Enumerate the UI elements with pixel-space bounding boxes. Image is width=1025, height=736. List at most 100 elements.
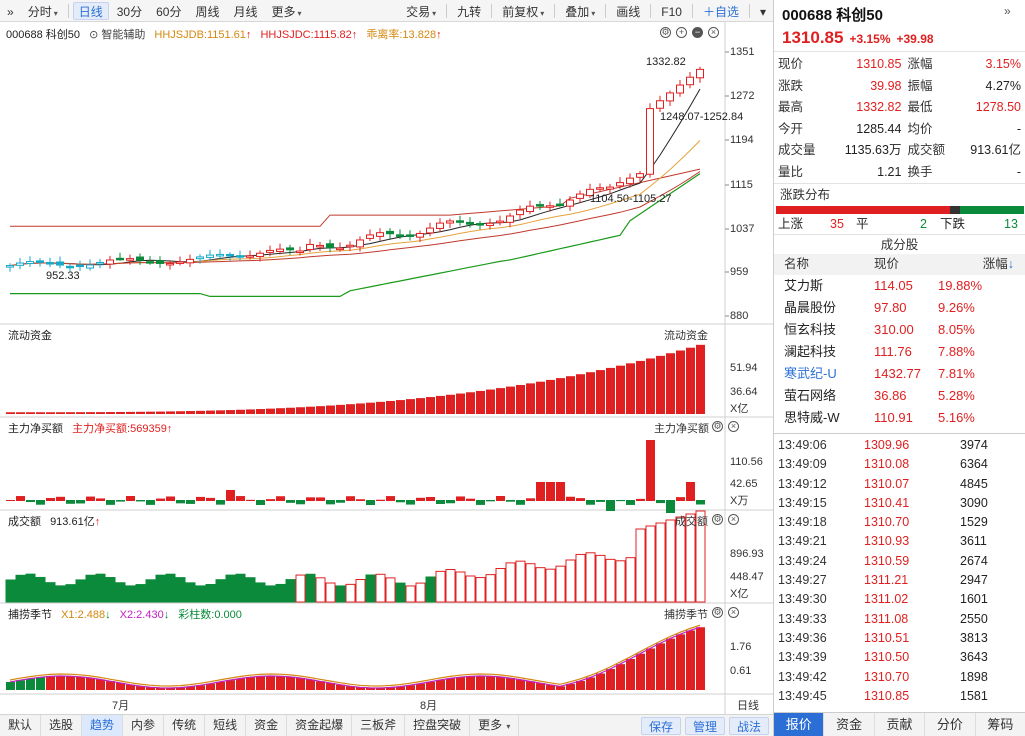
add-icon[interactable]: +	[676, 27, 687, 38]
flow-bar	[506, 386, 515, 414]
candle-body	[6, 265, 14, 268]
chevron-down-icon: ▾	[297, 8, 302, 18]
vol-panel-indicator: 913.61亿	[50, 516, 95, 528]
close-icon[interactable]: ×	[728, 514, 739, 525]
tool-button-5[interactable]: F10	[655, 2, 688, 20]
col-name[interactable]: 名称	[784, 257, 810, 271]
flow-bar	[176, 411, 185, 414]
flow-bar	[356, 403, 365, 414]
volume-bar	[395, 582, 406, 603]
constituent-row[interactable]: 萤石网络 36.86 5.28%	[774, 385, 1025, 407]
close-icon[interactable]: ×	[728, 607, 739, 618]
period-tab-0[interactable]: 分时 ▾	[22, 2, 64, 20]
period-tab-5[interactable]: 月线	[227, 2, 263, 20]
flow-bar	[16, 412, 25, 414]
toolbar-more-caret[interactable]: ▾	[759, 4, 766, 19]
indicator-tab-2[interactable]: 趋势	[82, 715, 124, 736]
volume-bar	[505, 562, 516, 603]
col-price[interactable]: 现价	[874, 257, 900, 271]
stat-row: 最高 1332.82 最低 1278.50	[778, 97, 1021, 119]
close-icon[interactable]: ×	[728, 421, 739, 432]
main-net-bar	[576, 498, 585, 501]
period-tab-1[interactable]: 日线	[72, 1, 109, 20]
constituent-row[interactable]: 晶晨股份 97.80 9.26%	[774, 297, 1025, 319]
indicator-tab-7[interactable]: 资金起爆	[287, 715, 353, 736]
constituent-row[interactable]: 澜起科技 111.76 7.88%	[774, 341, 1025, 363]
flow-bar	[516, 385, 525, 414]
tool-button-6[interactable]: ＋自选	[697, 2, 745, 20]
flow-bar	[276, 408, 285, 414]
minus-icon[interactable]: −	[692, 27, 703, 38]
season-bar	[236, 678, 245, 690]
flow-bar	[656, 355, 665, 414]
kline-price-tick: 959	[730, 266, 749, 278]
close-icon[interactable]: ×	[708, 27, 719, 38]
sort-down-icon: ↓	[1007, 257, 1014, 271]
main-net-bar	[286, 500, 295, 503]
col-pct[interactable]: 涨幅↓	[982, 257, 1014, 271]
period-tab-4[interactable]: 周线	[189, 2, 225, 20]
constituent-row[interactable]: 寒武纪-U 1432.77 7.81%	[774, 363, 1025, 385]
main-net-bar	[36, 500, 45, 505]
tick-volume: 3643	[960, 650, 988, 665]
period-tab-6[interactable]: 更多 ▾	[265, 2, 307, 20]
settings-icon[interactable]: ⚙	[712, 514, 723, 525]
indicator-tab-9[interactable]: 控盘突破	[405, 715, 471, 736]
main-net-bar	[426, 496, 435, 501]
save-button[interactable]: 保存	[640, 716, 681, 735]
side-tab-3[interactable]: 分价	[925, 713, 976, 736]
x-axis-period[interactable]: 日线	[737, 700, 759, 712]
settings-icon[interactable]: ⚙	[712, 607, 723, 618]
flow-bar	[586, 372, 595, 414]
flow-bar	[236, 409, 245, 414]
side-tab-2[interactable]: 贡献	[875, 713, 926, 736]
indicator-tab-10[interactable]: 更多 ▾	[470, 715, 520, 736]
constituent-row[interactable]: 恒玄科技 310.00 8.05%	[774, 319, 1025, 341]
tool-button-2[interactable]: 前复权 ▾	[496, 2, 550, 20]
settings-icon[interactable]: ⚙	[660, 27, 671, 38]
tool-button-label: 前复权	[502, 4, 539, 19]
tool-button-4[interactable]: 画线	[610, 2, 646, 20]
side-tab-0[interactable]: 报价	[774, 713, 825, 736]
tick-price: 1310.51	[864, 630, 910, 645]
indicator-tab-1[interactable]: 选股	[41, 715, 83, 736]
main-net-bar	[636, 498, 645, 501]
indicator-tab-4[interactable]: 传统	[164, 715, 206, 736]
annot-range2: 1104.50-1105.27	[590, 193, 672, 205]
collapse-right-icon[interactable]: »	[1004, 4, 1011, 18]
period-tab-3[interactable]: 60分	[150, 2, 187, 20]
vol-panel-title: 成交额	[8, 516, 41, 528]
candle-body	[426, 227, 434, 234]
settings-icon[interactable]: ⚙	[712, 421, 723, 432]
constituent-row[interactable]: 思特威-W 110.91 5.16%	[774, 407, 1025, 429]
manage-button[interactable]: 管理	[684, 716, 725, 735]
flow-bar	[636, 360, 645, 414]
chart-area[interactable]: 000688 科创50 ⊙ 智能辅助 HHJSJDB:1151.61↑ HHJS…	[0, 22, 773, 714]
indicator-tab-3[interactable]: 内参	[123, 715, 165, 736]
indicator-tab-5[interactable]: 短线	[205, 715, 247, 736]
candle-body	[346, 244, 354, 248]
upper-band-line	[10, 168, 701, 227]
period-tab-2[interactable]: 30分	[111, 2, 148, 20]
constituent-row[interactable]: 艾力斯 114.05 19.88%	[774, 275, 1025, 297]
tool-button-0[interactable]: 交易 ▾	[400, 2, 442, 20]
assist-toggle[interactable]: ⊙ 智能辅助	[89, 29, 146, 41]
season-bar	[586, 677, 595, 690]
vol-tick: 448.47	[730, 571, 764, 583]
side-tab-4[interactable]: 筹码	[976, 713, 1025, 736]
indicator-tab-8[interactable]: 三板斧	[352, 715, 406, 736]
season-bar	[486, 676, 495, 690]
collapse-left-icon[interactable]: »	[7, 4, 14, 19]
season-bar	[306, 679, 315, 690]
volume-bar	[365, 574, 376, 603]
side-tab-1[interactable]: 资金	[824, 713, 875, 736]
indicator-tab-0[interactable]: 默认	[0, 715, 42, 736]
candle-body	[596, 187, 604, 190]
indicator-tab-6[interactable]: 资金	[246, 715, 288, 736]
main-panel-indicator: 主力净买额:569359	[72, 423, 167, 435]
tool-button-1[interactable]: 九转	[451, 2, 487, 20]
side-chg: +39.98	[896, 32, 934, 46]
main-net-bar	[6, 500, 15, 501]
strategy-button[interactable]: 战法	[728, 716, 769, 735]
tool-button-3[interactable]: 叠加 ▾	[559, 2, 601, 20]
